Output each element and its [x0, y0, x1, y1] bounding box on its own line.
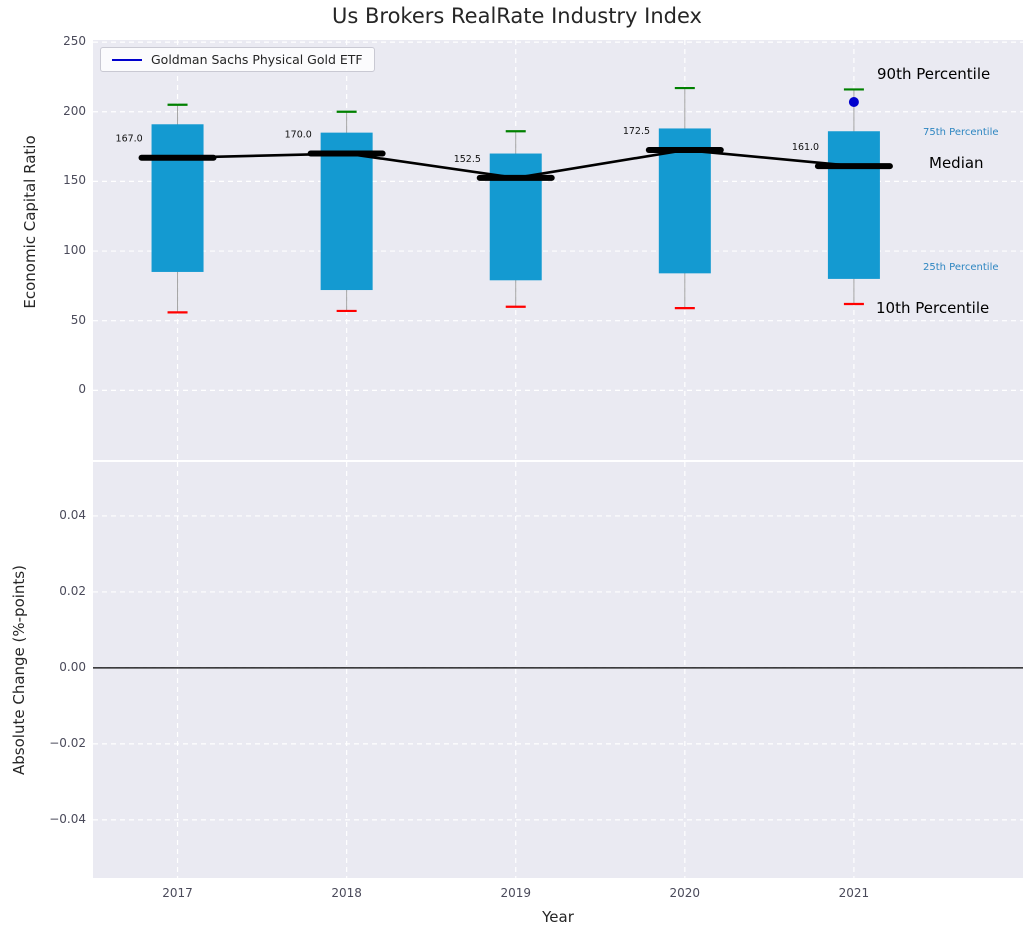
etf-point [848, 96, 859, 107]
x-tick-label: 2019 [500, 886, 531, 900]
y-tick-label: −0.04 [49, 811, 86, 826]
top-plot-area: 167.0 170.0 152.5 172.5 161.0 [93, 40, 1023, 460]
legend-line-sample [112, 58, 142, 61]
x-tick-label: 2018 [331, 886, 362, 900]
median-value-label: 170.0 [285, 130, 312, 141]
annotation-median: Median [929, 154, 984, 172]
x-tick-label: 2021 [838, 886, 870, 900]
y-tick-label: 150 [63, 173, 86, 188]
x-axis-label: Year [542, 908, 574, 926]
y-tick-label: 100 [63, 243, 86, 258]
annotation-90th-percentile: 90th Percentile [877, 65, 991, 83]
y-tick-label: 250 [63, 34, 86, 49]
y-axis-label-bottom: Absolute Change (%-points) [10, 565, 28, 775]
legend: Goldman Sachs Physical Gold ETF [100, 47, 375, 72]
y-tick-label: 200 [63, 103, 86, 118]
y-tick-label: 0 [78, 382, 86, 397]
median-value-label: 172.5 [623, 126, 650, 137]
y-axis-label-top: Economic Capital Ratio [21, 135, 39, 309]
y-tick-label: 50 [70, 312, 86, 327]
iqr-box [320, 132, 373, 291]
annotation-10th-percentile: 10th Percentile [876, 299, 990, 317]
chart-title: Us Brokers RealRate Industry Index [332, 4, 702, 28]
iqr-box [489, 153, 542, 281]
y-tick-label: −0.02 [49, 735, 86, 750]
y-tick-label: 0.04 [59, 507, 86, 522]
iqr-box [827, 131, 880, 279]
y-tick-label: 0.00 [59, 659, 86, 674]
x-tick-label: 2020 [669, 886, 701, 900]
median-value-label: 152.5 [454, 154, 481, 165]
iqr-box [151, 124, 204, 272]
bottom-plot-area [93, 462, 1023, 878]
median-value-label: 167.0 [116, 134, 143, 145]
y-tick-label: 0.02 [59, 583, 86, 598]
legend-label: Goldman Sachs Physical Gold ETF [151, 52, 363, 67]
x-tick-label: 2017 [162, 886, 193, 900]
annotation-75th-percentile: 75th Percentile [923, 127, 999, 138]
median-value-label: 161.0 [792, 142, 819, 153]
annotation-25th-percentile: 25th Percentile [923, 262, 999, 273]
